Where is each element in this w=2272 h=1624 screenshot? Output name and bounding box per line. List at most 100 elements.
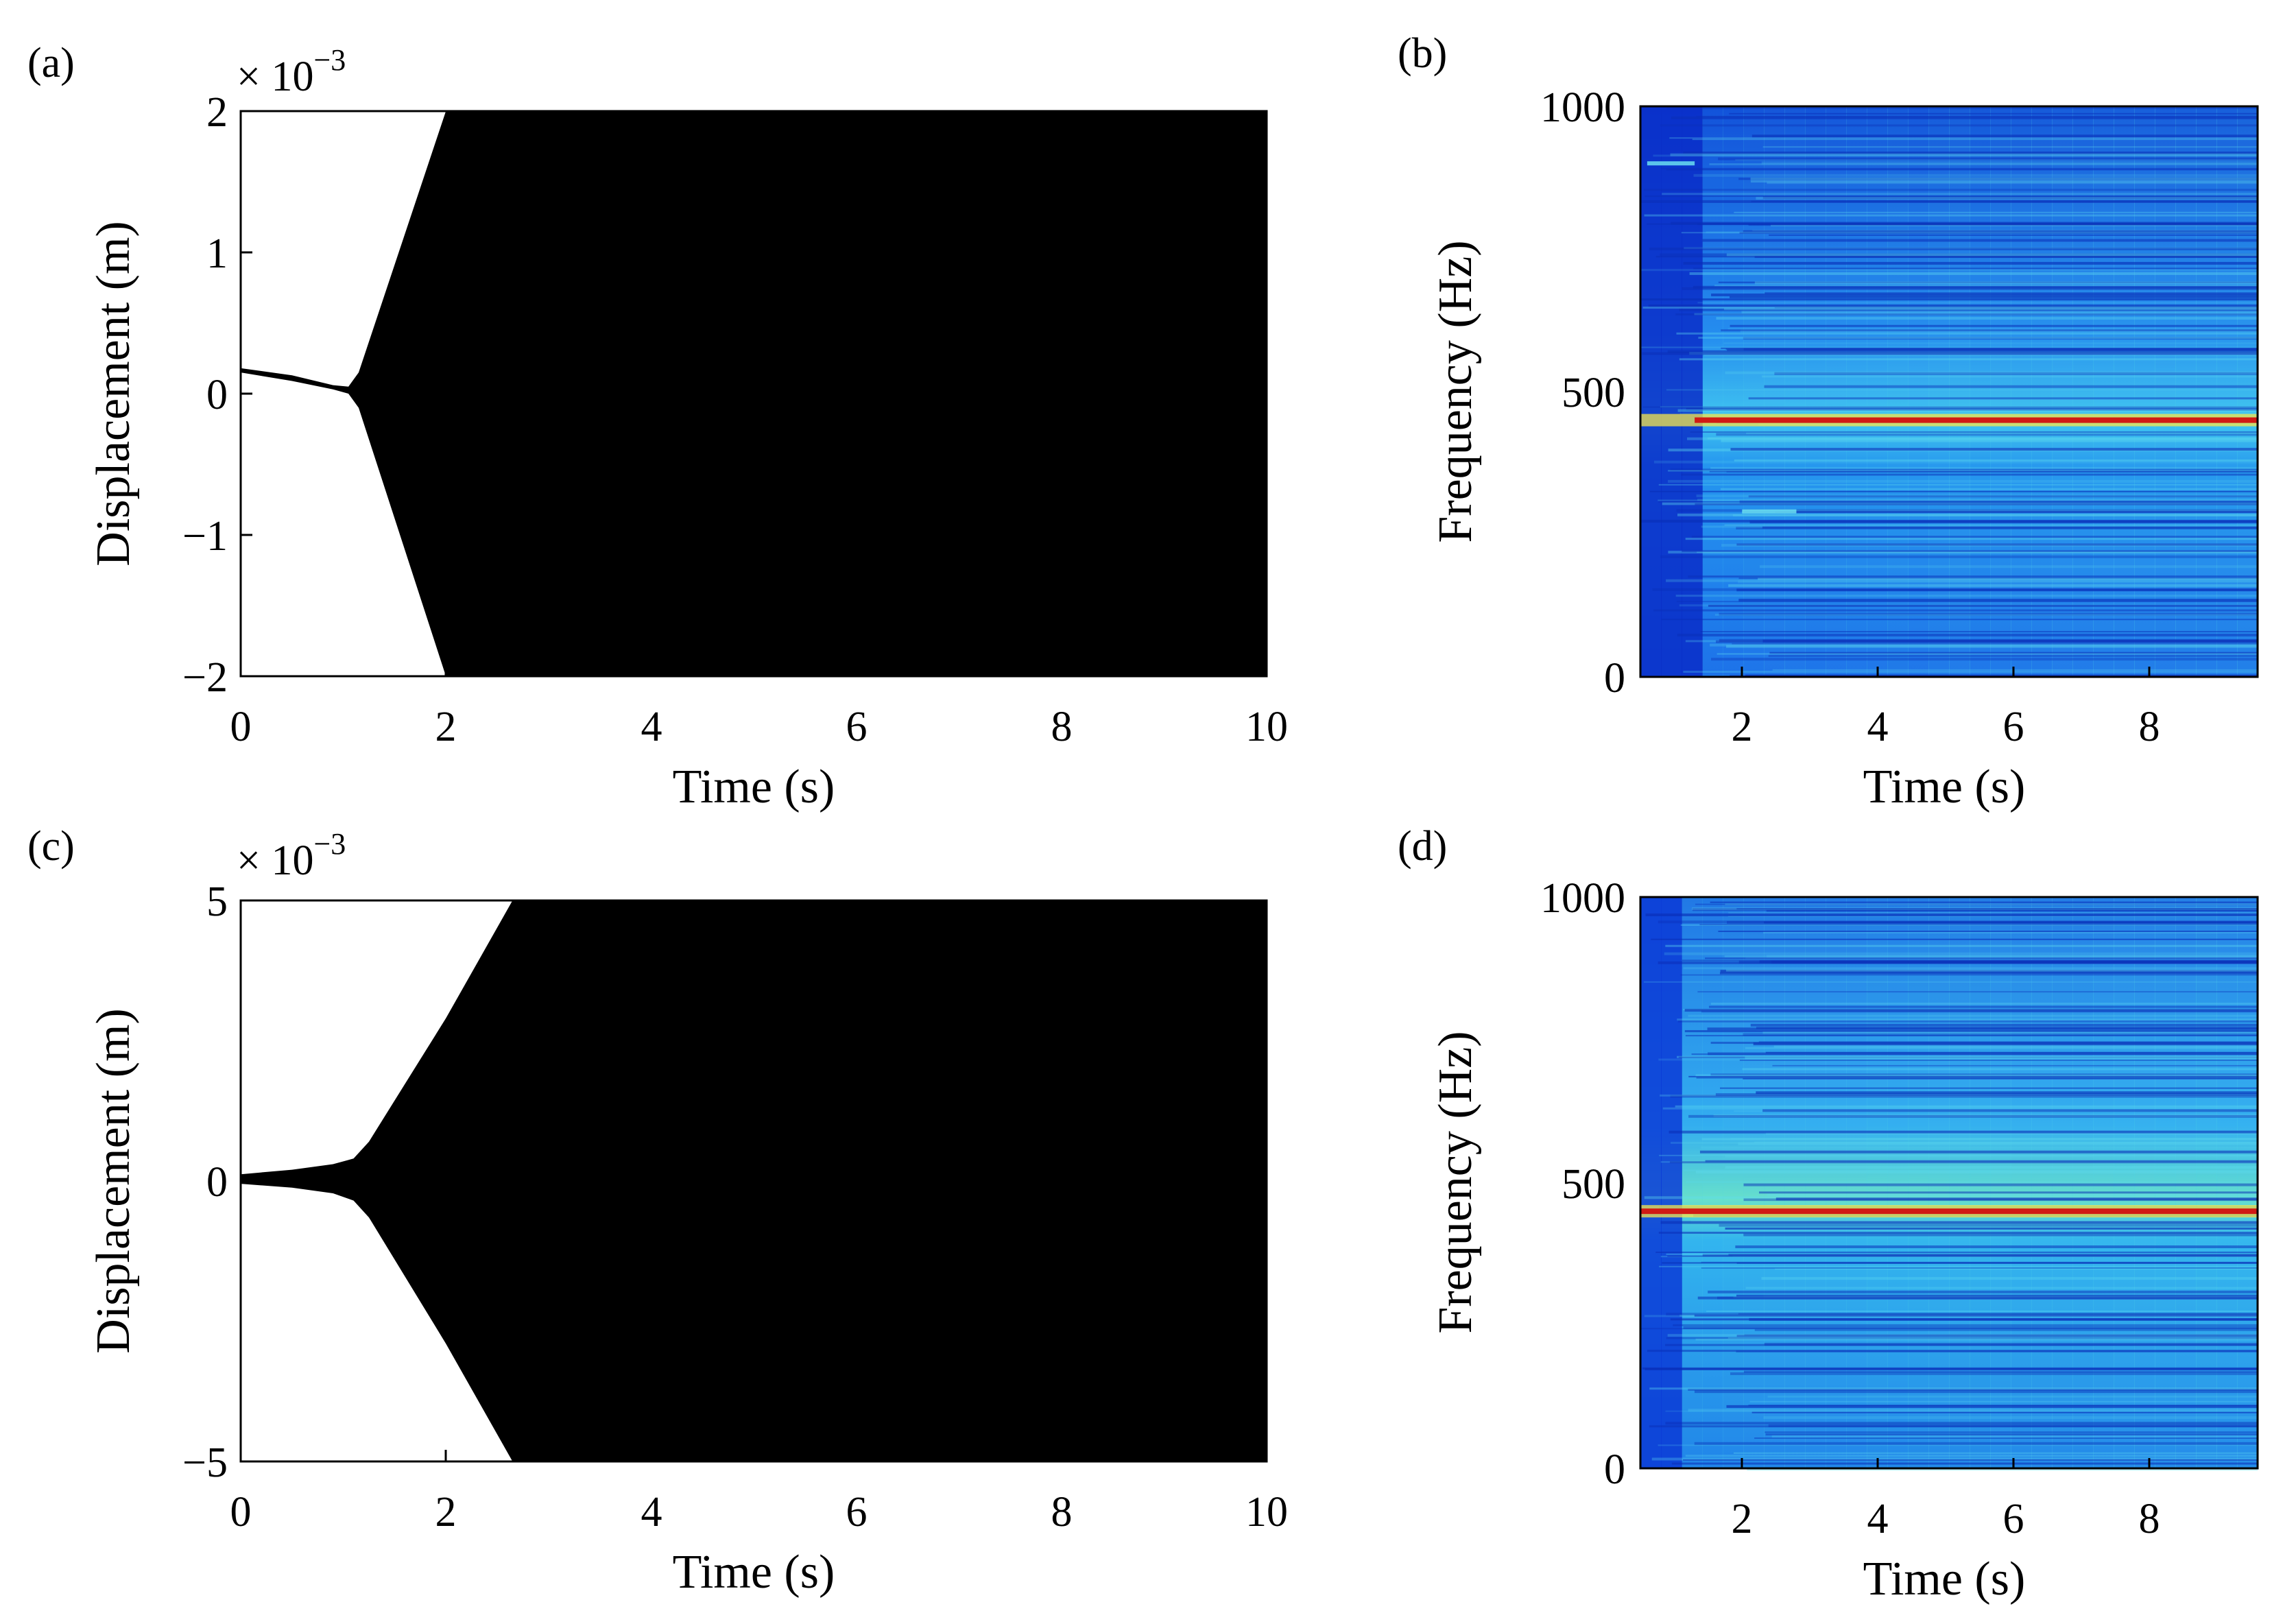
spectrogram-band <box>1772 669 2258 671</box>
spectrogram-band <box>1658 1058 2258 1061</box>
spectrogram-band <box>1726 645 2258 648</box>
spectrogram-band <box>1668 479 2258 483</box>
spectrogram-band <box>1761 1277 2258 1280</box>
spectrogram-band <box>1774 372 2258 375</box>
y-tick-label: 0 <box>206 372 228 418</box>
spectrogram-band <box>1750 180 2258 183</box>
spectrogram-band <box>1664 952 2258 955</box>
spectrogram-band <box>1700 631 2258 633</box>
spectrogram-band <box>1670 153 2258 156</box>
spectrogram-band <box>1739 1059 2258 1061</box>
spectrogram-band <box>1763 931 2258 934</box>
spectrogram-band <box>1681 473 2258 476</box>
spectrogram-band <box>1754 1437 2258 1440</box>
spectrogram-column <box>2031 897 2053 1468</box>
spectrogram-band <box>1728 1254 2258 1256</box>
spectrogram-band <box>1649 1387 2258 1390</box>
spectrogram-column <box>2114 897 2135 1468</box>
spectrogram-band <box>1727 1337 2258 1339</box>
spectrogram-band <box>1768 654 2258 657</box>
spectrogram-band <box>1677 513 2258 516</box>
spectrogram-band <box>1665 1344 2258 1346</box>
spectrogram-band <box>1685 1035 2258 1037</box>
spectrogram-band <box>1692 139 2258 141</box>
spectrogram-band <box>1678 1056 2258 1058</box>
x-ticks: 0 2 4 6 8 10 <box>230 1450 1288 1536</box>
spectrogram-band <box>1640 346 2258 348</box>
spectrogram-band <box>1666 1313 2258 1316</box>
spectrogram-band <box>1688 1075 2258 1077</box>
spectrogram-band <box>1695 1074 2258 1077</box>
spectrogram-band <box>1698 336 2258 339</box>
y-tick-label: 0 <box>1604 1446 1625 1493</box>
spectrogram-band <box>1675 595 2258 597</box>
spectrogram-band <box>1655 256 2258 258</box>
spectrogram-band <box>1709 470 2258 473</box>
spectrogram-band <box>1649 1425 2258 1428</box>
spectrogram-column <box>1640 897 1662 1468</box>
spectrogram-band <box>1645 1368 2258 1371</box>
spectrogram-band <box>1695 1171 2258 1174</box>
spectrogram-band <box>1758 577 2258 580</box>
spectrogram-column <box>2093 897 2114 1468</box>
spectrogram-band <box>1730 324 2258 327</box>
spectrogram-band <box>1725 1166 2258 1169</box>
spectrogram-band <box>1710 901 2258 903</box>
spectrogram-column <box>1784 897 1806 1468</box>
spectrogram-band <box>1667 1334 2258 1337</box>
spectrogram-band <box>1643 981 2258 983</box>
x-tick-label: 0 <box>230 1489 252 1536</box>
spectrogram-band <box>1723 308 2258 311</box>
spectrogram-band <box>1677 1018 2258 1021</box>
spectrogram-band <box>1727 916 2258 918</box>
spectrogram-band <box>1651 1457 2258 1461</box>
spectrogram-band <box>1689 272 2258 275</box>
spectrogram-band <box>1765 1051 2258 1053</box>
spectrogram-band <box>1662 1107 2258 1110</box>
spectrogram-band <box>1732 514 2258 516</box>
spectrogram-band <box>1701 1146 2258 1149</box>
spectrogram-band <box>1725 903 2258 905</box>
x-tick-label: 8 <box>1051 1489 1073 1536</box>
x-tick-label: 2 <box>1732 704 1753 750</box>
spectrogram-band <box>1670 468 2258 472</box>
spectrogram-band <box>1727 349 2258 352</box>
spectrogram-band <box>1726 470 2258 473</box>
spectrogram-band <box>1670 1095 2258 1098</box>
spectrogram-band <box>1693 285 2258 289</box>
spectrogram-column <box>1970 897 1991 1468</box>
spectrogram-band <box>1721 439 2258 442</box>
spectrogram-band <box>1694 1314 2258 1317</box>
x-tick-label: 0 <box>230 704 252 750</box>
spectrogram-band <box>1738 580 2258 584</box>
spectrogram-band <box>1651 938 2258 940</box>
spectrogram-band <box>1728 584 2258 587</box>
spectrogram-band <box>1734 211 2258 213</box>
spectrogram-band <box>1679 358 2258 361</box>
spectrogram-band <box>1662 193 2258 195</box>
x-tick-label: 8 <box>1051 704 1073 750</box>
spectrogram-band <box>1644 189 2258 191</box>
spectrogram-band <box>1683 1169 2258 1171</box>
spectrogram-band <box>1725 371 2258 374</box>
spectrogram-band <box>1693 174 2258 177</box>
spectrogram-column <box>1702 106 1723 677</box>
spectrogram-band <box>1738 1142 2258 1145</box>
plot-area <box>239 899 1268 1463</box>
spectrogram-band <box>1742 509 2258 512</box>
spectrogram-band <box>1713 1114 2258 1118</box>
plot-area <box>1639 105 2259 678</box>
spectrogram-band <box>1670 1318 2258 1321</box>
spectrogram-band <box>1769 652 2258 654</box>
spectrogram-band <box>1767 182 2258 184</box>
spectrogram-band <box>1748 495 2258 498</box>
spectrogram-band <box>1685 1455 2258 1457</box>
spectrogram-band <box>1711 658 2258 661</box>
spectrogram-band <box>1772 1064 2258 1066</box>
spectrogram-band <box>1762 196 2258 200</box>
spectrogram-band <box>1676 332 2258 335</box>
spectrogram-band <box>1736 543 2258 546</box>
spectrogram-column <box>1928 897 1950 1468</box>
spectrogram-band <box>1706 1311 2258 1313</box>
spectrogram-band <box>1644 214 2258 217</box>
